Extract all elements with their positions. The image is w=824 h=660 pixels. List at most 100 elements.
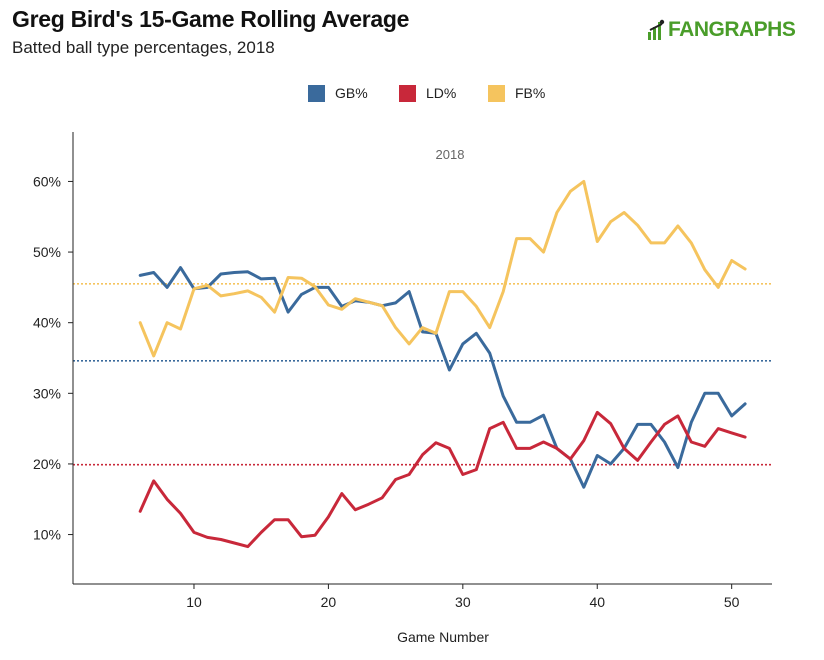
data-point-fb[interactable]	[581, 179, 586, 184]
data-point-fb[interactable]	[433, 331, 438, 336]
data-point-gb[interactable]	[232, 270, 237, 275]
data-point-gb[interactable]	[743, 401, 748, 406]
data-point-gb[interactable]	[407, 289, 412, 294]
data-point-fb[interactable]	[312, 284, 317, 289]
data-point-fb[interactable]	[541, 250, 546, 255]
data-point-ld[interactable]	[218, 537, 223, 542]
data-point-ld[interactable]	[366, 502, 371, 507]
data-point-fb[interactable]	[635, 223, 640, 228]
data-point-gb[interactable]	[528, 420, 533, 425]
data-point-ld[interactable]	[339, 491, 344, 496]
data-point-fb[interactable]	[622, 210, 627, 215]
data-point-fb[interactable]	[407, 341, 412, 346]
data-point-gb[interactable]	[487, 351, 492, 356]
data-point-ld[interactable]	[232, 541, 237, 546]
data-point-fb[interactable]	[299, 276, 304, 281]
data-point-gb[interactable]	[675, 465, 680, 470]
data-point-fb[interactable]	[420, 325, 425, 330]
data-point-fb[interactable]	[568, 189, 573, 194]
data-point-fb[interactable]	[205, 283, 210, 288]
data-point-fb[interactable]	[218, 293, 223, 298]
data-point-ld[interactable]	[433, 440, 438, 445]
data-point-ld[interactable]	[205, 535, 210, 540]
data-point-ld[interactable]	[581, 438, 586, 443]
data-point-fb[interactable]	[501, 289, 506, 294]
data-point-ld[interactable]	[393, 477, 398, 482]
data-point-ld[interactable]	[420, 452, 425, 457]
data-point-ld[interactable]	[608, 421, 613, 426]
data-point-ld[interactable]	[595, 410, 600, 415]
data-point-fb[interactable]	[662, 240, 667, 245]
data-point-fb[interactable]	[178, 327, 183, 332]
data-point-gb[interactable]	[299, 292, 304, 297]
data-point-gb[interactable]	[259, 276, 264, 281]
data-point-ld[interactable]	[447, 446, 452, 451]
data-point-fb[interactable]	[393, 325, 398, 330]
data-point-ld[interactable]	[729, 430, 734, 435]
data-point-ld[interactable]	[554, 446, 559, 451]
data-point-gb[interactable]	[608, 461, 613, 466]
data-point-fb[interactable]	[326, 303, 331, 308]
data-point-gb[interactable]	[541, 413, 546, 418]
data-point-fb[interactable]	[353, 296, 358, 301]
data-point-fb[interactable]	[743, 267, 748, 272]
data-point-fb[interactable]	[339, 307, 344, 312]
data-point-gb[interactable]	[716, 391, 721, 396]
data-point-fb[interactable]	[702, 267, 707, 272]
data-point-gb[interactable]	[649, 422, 654, 427]
data-point-gb[interactable]	[514, 420, 519, 425]
data-point-ld[interactable]	[326, 514, 331, 519]
data-point-ld[interactable]	[151, 478, 156, 483]
data-point-ld[interactable]	[353, 507, 358, 512]
data-point-ld[interactable]	[474, 467, 479, 472]
data-point-gb[interactable]	[245, 269, 250, 274]
data-point-fb[interactable]	[487, 325, 492, 330]
data-point-gb[interactable]	[447, 368, 452, 373]
data-point-fb[interactable]	[649, 240, 654, 245]
data-point-fb[interactable]	[729, 258, 734, 263]
data-point-gb[interactable]	[460, 341, 465, 346]
data-point-gb[interactable]	[729, 413, 734, 418]
data-point-ld[interactable]	[299, 534, 304, 539]
data-point-gb[interactable]	[689, 420, 694, 425]
data-point-gb[interactable]	[151, 270, 156, 275]
data-point-fb[interactable]	[716, 285, 721, 290]
data-point-gb[interactable]	[501, 394, 506, 399]
data-point-gb[interactable]	[393, 300, 398, 305]
data-point-ld[interactable]	[675, 413, 680, 418]
data-point-ld[interactable]	[541, 440, 546, 445]
data-point-fb[interactable]	[595, 239, 600, 244]
data-point-fb[interactable]	[272, 310, 277, 315]
data-point-ld[interactable]	[380, 495, 385, 500]
data-point-gb[interactable]	[218, 271, 223, 276]
data-point-ld[interactable]	[649, 440, 654, 445]
data-point-ld[interactable]	[635, 458, 640, 463]
data-point-gb[interactable]	[581, 485, 586, 490]
data-point-ld[interactable]	[245, 544, 250, 549]
data-point-ld[interactable]	[165, 497, 170, 502]
data-point-gb[interactable]	[474, 331, 479, 336]
data-point-gb[interactable]	[178, 265, 183, 270]
data-point-ld[interactable]	[689, 440, 694, 445]
data-point-fb[interactable]	[151, 353, 156, 358]
data-point-ld[interactable]	[622, 446, 627, 451]
data-point-ld[interactable]	[191, 530, 196, 535]
data-point-fb[interactable]	[608, 219, 613, 224]
data-point-fb[interactable]	[286, 275, 291, 280]
data-point-gb[interactable]	[662, 440, 667, 445]
data-point-fb[interactable]	[554, 210, 559, 215]
data-point-ld[interactable]	[286, 517, 291, 522]
data-point-gb[interactable]	[272, 276, 277, 281]
data-point-fb[interactable]	[528, 236, 533, 241]
data-point-fb[interactable]	[366, 300, 371, 305]
data-point-ld[interactable]	[312, 533, 317, 538]
data-point-ld[interactable]	[716, 426, 721, 431]
data-point-fb[interactable]	[259, 295, 264, 300]
data-point-ld[interactable]	[487, 426, 492, 431]
data-point-ld[interactable]	[514, 446, 519, 451]
data-point-ld[interactable]	[501, 420, 506, 425]
data-point-ld[interactable]	[272, 517, 277, 522]
data-point-fb[interactable]	[514, 236, 519, 241]
data-point-fb[interactable]	[191, 286, 196, 291]
data-point-fb[interactable]	[689, 240, 694, 245]
